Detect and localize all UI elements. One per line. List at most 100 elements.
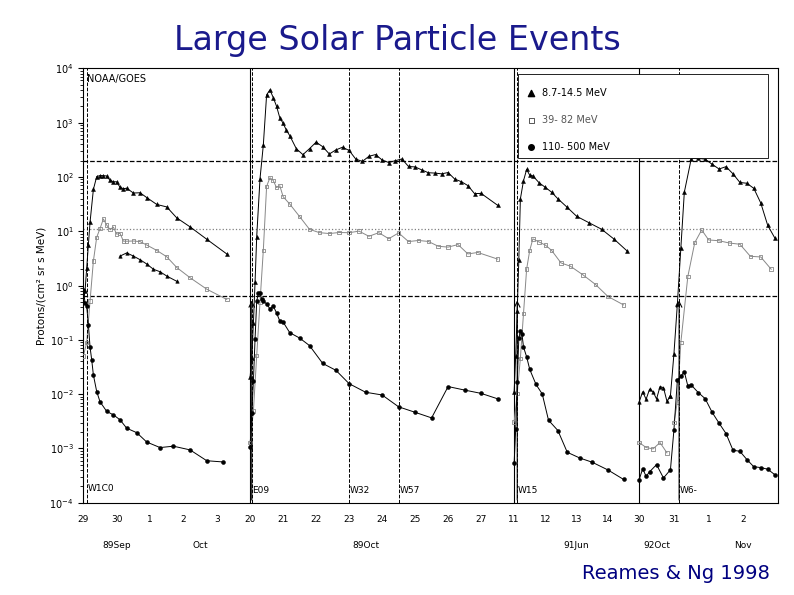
Point: [589, 280, 602, 289]
Text: Oct: Oct: [192, 541, 208, 550]
Point: [264, 85, 276, 95]
Point: [713, 164, 726, 174]
Text: 11: 11: [508, 515, 520, 524]
Point: [512, 256, 525, 265]
Point: [542, 415, 555, 425]
Point: [514, 194, 526, 203]
Point: [678, 187, 691, 197]
Point: [252, 289, 264, 298]
Point: [171, 213, 183, 223]
Point: [247, 318, 260, 327]
Point: [117, 236, 129, 246]
Point: [702, 235, 715, 245]
Point: [100, 406, 113, 416]
Y-axis label: Protons/(cm² sr s MeV): Protons/(cm² sr s MeV): [37, 227, 47, 345]
Point: [696, 225, 708, 234]
Text: 92Oct: 92Oct: [643, 541, 670, 550]
Point: [514, 326, 526, 336]
Text: 27: 27: [476, 515, 487, 524]
Text: 1: 1: [706, 515, 711, 524]
Point: [520, 264, 533, 274]
Point: [244, 442, 256, 452]
Point: [171, 263, 183, 273]
Bar: [518, 74, 768, 158]
Point: [167, 441, 179, 451]
Point: [356, 156, 368, 166]
Point: [87, 370, 100, 380]
Point: [617, 475, 630, 484]
Text: 2: 2: [741, 515, 746, 524]
Point: [539, 240, 552, 250]
Point: [699, 155, 711, 164]
Point: [664, 391, 676, 400]
Point: [452, 240, 464, 249]
Point: [249, 277, 261, 287]
Point: [517, 342, 530, 352]
Point: [273, 181, 286, 190]
Point: [283, 199, 296, 209]
Text: W15: W15: [518, 486, 538, 495]
Point: [640, 394, 653, 404]
Point: [539, 183, 552, 192]
Point: [147, 265, 160, 274]
Point: [87, 184, 100, 194]
Point: [94, 171, 106, 180]
Point: [83, 217, 96, 227]
Point: [107, 410, 120, 419]
Point: [699, 394, 711, 403]
Point: [127, 188, 140, 198]
Point: [297, 150, 310, 159]
Point: [253, 174, 266, 183]
Point: [657, 383, 670, 393]
Text: 14: 14: [602, 515, 614, 524]
Point: [692, 388, 704, 397]
Point: [475, 189, 488, 198]
Point: [646, 387, 659, 396]
Point: [643, 467, 656, 477]
Point: [692, 154, 704, 163]
Point: [303, 224, 316, 234]
Point: [83, 342, 96, 352]
Point: [133, 255, 146, 264]
Point: [310, 137, 322, 147]
Point: [602, 465, 615, 475]
Point: [277, 192, 290, 202]
Point: [130, 428, 143, 437]
Point: [221, 249, 233, 259]
Point: [617, 300, 630, 309]
Point: [455, 177, 468, 186]
Point: [409, 408, 422, 417]
Point: [127, 236, 140, 246]
Point: [523, 246, 536, 255]
Point: [441, 168, 454, 177]
Point: [552, 194, 565, 203]
Point: [91, 233, 103, 242]
Point: [200, 456, 213, 465]
Point: [633, 397, 646, 407]
Point: [441, 382, 454, 392]
Point: [264, 173, 276, 183]
Point: [80, 302, 93, 311]
Point: [409, 162, 422, 172]
Point: [244, 438, 256, 447]
Point: [389, 156, 402, 165]
Point: [141, 240, 153, 250]
Point: [608, 234, 621, 244]
Point: [267, 93, 279, 102]
Point: [706, 408, 719, 417]
Point: [250, 232, 263, 242]
Point: [517, 176, 530, 186]
Text: 26: 26: [442, 515, 454, 524]
Text: 12: 12: [540, 515, 551, 524]
Point: [260, 90, 273, 99]
Point: [323, 149, 336, 159]
Point: [260, 299, 273, 308]
Point: [734, 240, 746, 249]
Text: Nov: Nov: [734, 541, 752, 550]
Point: [330, 145, 342, 155]
Text: 25: 25: [410, 515, 421, 524]
Point: [681, 381, 694, 390]
Point: [303, 144, 316, 154]
Point: [121, 248, 133, 258]
Point: [141, 437, 153, 447]
